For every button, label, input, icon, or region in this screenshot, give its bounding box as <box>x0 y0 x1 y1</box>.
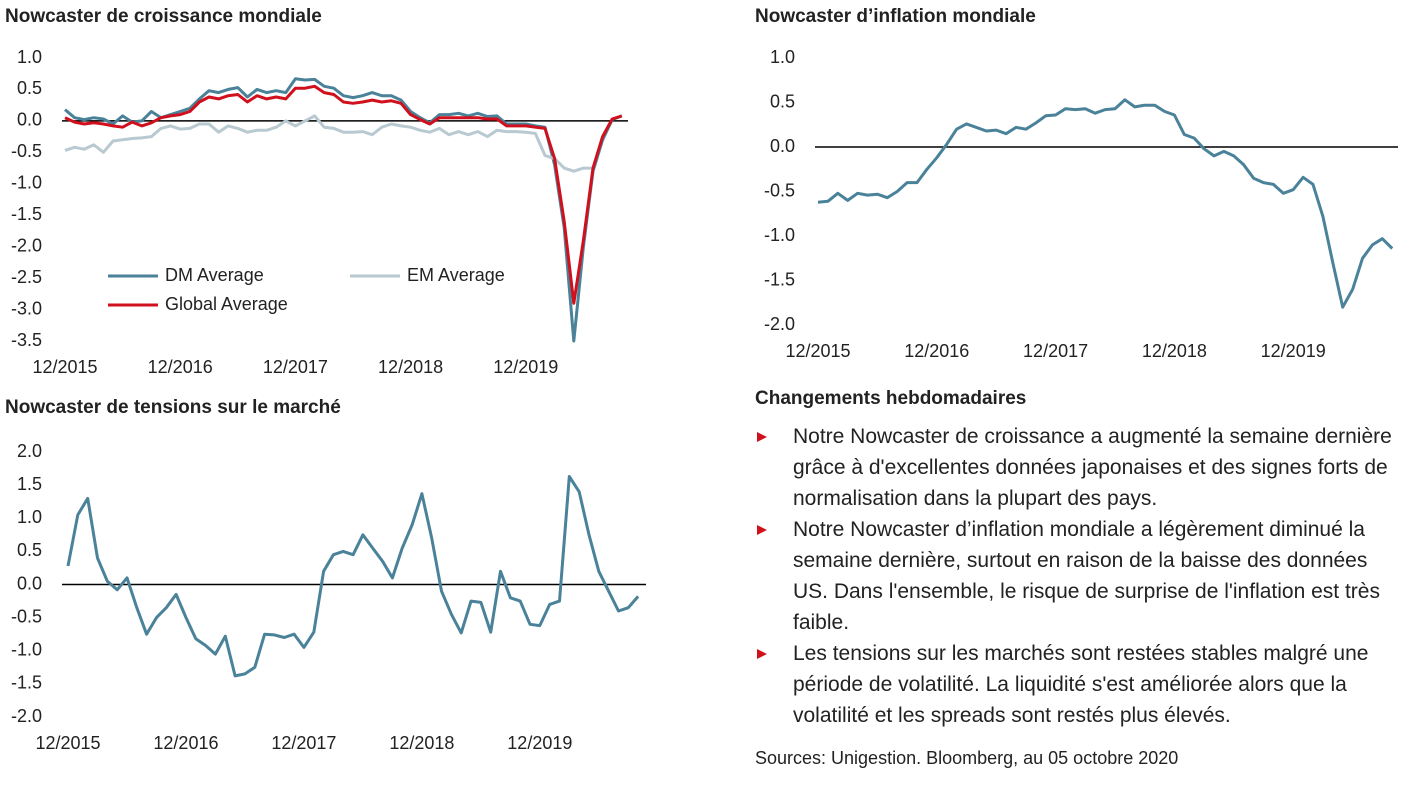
y-tick-label: 0.5 <box>770 91 795 111</box>
y-tick-label: 0.0 <box>17 573 42 593</box>
legend-label: DM Average <box>165 265 264 285</box>
bullet-text: Notre Nowcaster d’inflation mondiale a l… <box>793 518 1380 634</box>
y-tick-label: 2.0 <box>17 441 42 461</box>
x-tick-label: 12/2018 <box>378 357 443 377</box>
y-tick-label: 1.5 <box>17 474 42 494</box>
x-tick-label: 12/2017 <box>263 357 328 377</box>
bullet-list: Notre Nowcaster de croissance a augmenté… <box>755 421 1405 731</box>
y-tick-label: -1.0 <box>11 640 42 660</box>
bullet-icon <box>757 649 767 659</box>
chart-title: Nowcaster de croissance mondiale <box>5 6 322 27</box>
x-tick-label: 12/2016 <box>153 733 218 753</box>
y-tick-label: -0.5 <box>764 180 795 200</box>
bullet-icon <box>757 525 767 535</box>
y-tick-label: -2.5 <box>11 267 42 287</box>
chart-title: Nowcaster d’inflation mondiale <box>755 6 1036 27</box>
data-line <box>64 114 593 173</box>
data-line <box>64 77 623 343</box>
y-tick-label: 0.0 <box>770 136 795 156</box>
x-tick-label: 12/2018 <box>389 733 454 753</box>
x-tick-label: 12/2019 <box>507 733 572 753</box>
y-tick-label: -2.0 <box>11 706 42 726</box>
y-tick-label: 1.0 <box>770 47 795 67</box>
x-tick-label: 12/2016 <box>904 341 969 361</box>
bullet-icon <box>757 432 767 442</box>
data-line <box>66 475 640 678</box>
legend-label: EM Average <box>407 265 505 285</box>
bullet-text: Les tensions sur les marchés sont restée… <box>793 642 1369 727</box>
chart-title: Nowcaster de tensions sur le marché <box>5 397 341 418</box>
y-tick-label: 0.5 <box>17 78 42 98</box>
x-tick-label: 12/2015 <box>35 733 100 753</box>
y-tick-label: 0.5 <box>17 540 42 560</box>
y-tick-label: -3.0 <box>11 298 42 318</box>
legend-label: Global Average <box>165 294 288 314</box>
x-tick-label: 12/2017 <box>1023 341 1088 361</box>
x-tick-label: 12/2017 <box>271 733 336 753</box>
y-tick-label: -1.5 <box>11 204 42 224</box>
bullet: Notre Nowcaster d’inflation mondiale a l… <box>755 514 1405 638</box>
data-line <box>817 98 1394 309</box>
y-tick-label: -0.5 <box>11 141 42 161</box>
x-tick-label: 12/2019 <box>493 357 558 377</box>
y-tick-label: 1.0 <box>17 47 42 67</box>
y-tick-label: -1.0 <box>11 173 42 193</box>
bullet-text: Notre Nowcaster de croissance a augmenté… <box>793 425 1392 510</box>
x-tick-label: 12/2016 <box>148 357 213 377</box>
y-tick-label: -1.5 <box>764 269 795 289</box>
data-line <box>64 84 623 305</box>
bullet: Les tensions sur les marchés sont restée… <box>755 638 1405 731</box>
x-tick-label: 12/2018 <box>1142 341 1207 361</box>
sources: Sources: Unigestion. Bloomberg, au 05 oc… <box>755 748 1179 768</box>
y-tick-label: -1.5 <box>11 673 42 693</box>
y-tick-label: -3.5 <box>11 330 42 350</box>
y-tick-label: 0.0 <box>17 110 42 130</box>
y-tick-label: -2.0 <box>11 235 42 255</box>
bullet: Notre Nowcaster de croissance a augmenté… <box>755 421 1405 514</box>
y-tick-label: 1.0 <box>17 507 42 527</box>
panel-title: Changements hebdomadaires <box>755 388 1027 409</box>
y-tick-label: -1.0 <box>764 225 795 245</box>
x-tick-label: 12/2015 <box>32 357 97 377</box>
y-tick-label: -2.0 <box>764 314 795 334</box>
x-tick-label: 12/2019 <box>1261 341 1326 361</box>
weekly-changes: Changements hebdomadaires Notre Nowcaste… <box>755 385 1405 771</box>
y-tick-label: -0.5 <box>11 606 42 626</box>
x-tick-label: 12/2015 <box>785 341 850 361</box>
